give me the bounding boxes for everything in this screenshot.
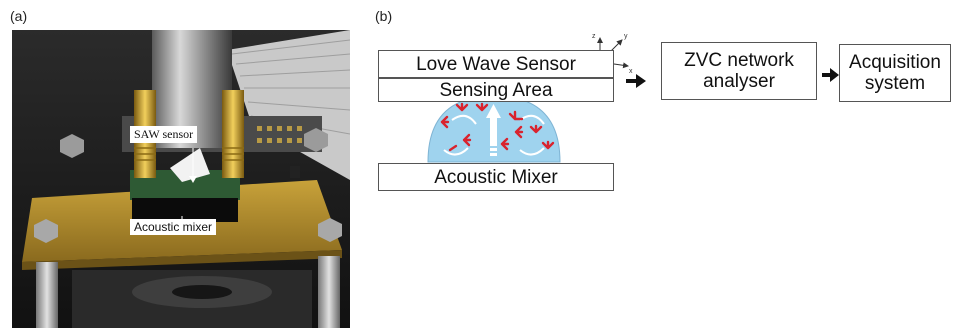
- saw-sensor-callout: SAW sensor: [130, 126, 198, 143]
- love-wave-sensor-box: Love Wave Sensor: [378, 50, 614, 78]
- panel-b-label: (b): [375, 8, 393, 24]
- white-holder: [170, 148, 210, 182]
- antibodies: [440, 102, 555, 152]
- post-left: [36, 262, 58, 328]
- arrow-analyser-to-acquisition: [822, 68, 839, 82]
- nut-bottom-left: [34, 219, 58, 243]
- sensing-area-box: Sensing Area: [378, 78, 614, 102]
- acquisition-system-box: Acquisition system: [839, 44, 951, 102]
- post-right: [318, 256, 340, 328]
- zvc-network-analyser-box: ZVC network analyser: [661, 42, 817, 100]
- streaming-arrow-head: [486, 104, 501, 118]
- sma-connector-right: [222, 90, 244, 178]
- acoustic-mixer-callout: Acoustic mixer: [130, 219, 217, 235]
- axis-x-label: x: [629, 68, 633, 75]
- nut-bottom-right: [318, 218, 342, 242]
- nut-top-right: [304, 128, 328, 152]
- flow-swirl-left: [451, 114, 477, 125]
- panel-a-label: (a): [10, 8, 28, 24]
- nut-top-left: [60, 134, 84, 158]
- acoustic-mixer-box: Acoustic Mixer: [378, 163, 614, 191]
- mixer-slot: [132, 198, 238, 222]
- axis-y-label: y: [624, 33, 628, 40]
- setup-photo: SAW sensor Acoustic mixer: [12, 30, 350, 328]
- axis-z-label: z: [592, 33, 596, 40]
- streaming-arrow-shaft: [490, 116, 497, 146]
- arrow-sensor-to-analyser: [626, 74, 646, 88]
